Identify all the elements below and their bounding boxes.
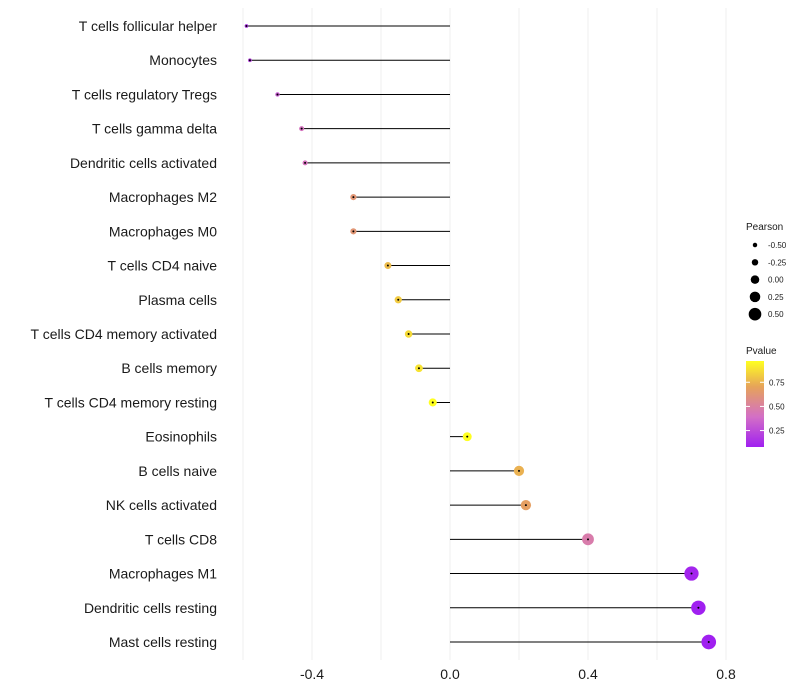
category-label: T cells CD4 memory activated bbox=[31, 326, 217, 342]
x-tick-label: 0.0 bbox=[440, 666, 460, 682]
point-center bbox=[587, 538, 589, 541]
x-tick-label: -0.4 bbox=[300, 666, 324, 682]
legend-pearson: Pearson -0.50 -0.25 0.00 0.25 0.50 bbox=[746, 222, 787, 321]
point-center bbox=[707, 641, 710, 643]
point-center bbox=[276, 93, 279, 96]
legend-color-label: 0.50 bbox=[769, 402, 785, 411]
category-label: B cells naive bbox=[138, 463, 217, 479]
category-label: Plasma cells bbox=[138, 292, 217, 308]
category-labels: T cells follicular helper Monocytes T cell… bbox=[31, 18, 218, 650]
category-label: T cells CD4 naive bbox=[108, 258, 218, 274]
point-center bbox=[690, 572, 693, 575]
legend-size-label: 0.25 bbox=[768, 293, 784, 302]
point-center bbox=[386, 264, 389, 267]
category-label: Macrophages M0 bbox=[109, 223, 217, 239]
grid-lines bbox=[242, 8, 727, 660]
point-center bbox=[248, 59, 251, 62]
legend-color-label: 0.25 bbox=[769, 427, 785, 436]
category-label: Macrophages M2 bbox=[109, 189, 217, 205]
category-label: Dendritic cells resting bbox=[84, 600, 217, 616]
point-center bbox=[697, 606, 700, 609]
x-tick-label: 0.4 bbox=[578, 666, 598, 682]
legend-pvalue-title: Pvalue bbox=[746, 346, 777, 357]
legend-size-dot bbox=[748, 307, 762, 321]
point-center bbox=[304, 161, 307, 164]
legend-size-dot bbox=[750, 275, 760, 284]
point-center bbox=[300, 127, 303, 130]
category-label: NK cells activated bbox=[106, 497, 217, 513]
point-center bbox=[352, 230, 355, 233]
legend-size-label: -0.50 bbox=[768, 241, 787, 250]
point-center bbox=[417, 367, 420, 370]
point-center bbox=[397, 298, 400, 301]
points bbox=[244, 24, 717, 650]
category-label: Macrophages M1 bbox=[109, 566, 217, 582]
category-label: T cells regulatory Tregs bbox=[72, 86, 217, 102]
category-label: T cells gamma delta bbox=[92, 121, 217, 137]
point-center bbox=[524, 504, 527, 507]
point-center bbox=[352, 196, 355, 199]
legend-size-dot bbox=[752, 242, 758, 248]
legend-size-dot bbox=[749, 291, 761, 303]
legend-pearson-title: Pearson bbox=[746, 222, 783, 233]
stems bbox=[246, 25, 709, 643]
point-center bbox=[245, 25, 248, 27]
category-label: B cells memory bbox=[121, 360, 217, 376]
point-center bbox=[466, 435, 469, 438]
category-label: T cells CD4 memory resting bbox=[45, 394, 217, 410]
legend-size-label: 0.00 bbox=[768, 276, 784, 285]
category-label: T cells CD8 bbox=[145, 531, 217, 547]
legend-pvalue: Pvalue 0.25 0.50 0.75 bbox=[746, 346, 785, 447]
x-tick-label: 0.8 bbox=[716, 666, 736, 682]
category-label: Monocytes bbox=[149, 52, 217, 68]
legend-size-label: 0.50 bbox=[768, 310, 784, 319]
category-label: Mast cells resting bbox=[109, 634, 217, 650]
legend-color-label: 0.75 bbox=[769, 378, 785, 387]
legend-size-dot bbox=[751, 259, 759, 266]
category-label: T cells follicular helper bbox=[79, 18, 218, 34]
point-center bbox=[518, 469, 520, 472]
point-center bbox=[407, 333, 410, 335]
x-axis-ticks: -0.4 0.0 0.4 0.8 bbox=[300, 666, 736, 682]
category-label: Eosinophils bbox=[145, 429, 217, 445]
category-label: Dendritic cells activated bbox=[70, 155, 217, 171]
legend-size-label: -0.25 bbox=[768, 258, 787, 267]
point-center bbox=[431, 401, 434, 404]
pvalue-colorbar bbox=[746, 361, 764, 447]
